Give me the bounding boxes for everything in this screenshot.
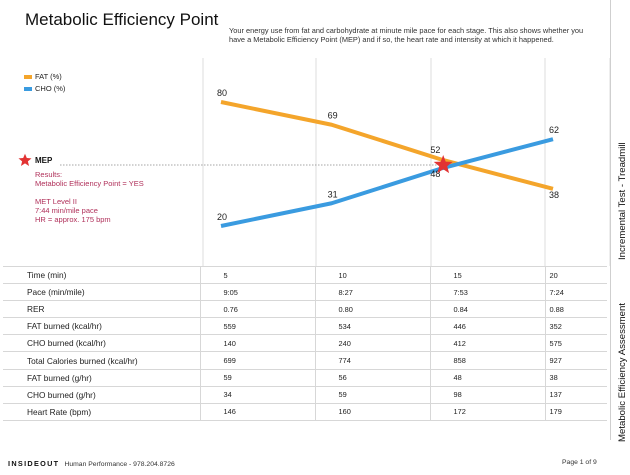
cho-series-line <box>221 139 553 226</box>
row-label: Pace (min/mile) <box>3 284 200 301</box>
table-row: Heart Rate (bpm) 146 160 172 179 <box>3 403 607 420</box>
row-label: Total Calories burned (kcal/hr) <box>3 352 200 369</box>
footer-brand-line: INSIDEOUT Human Performance - 978.204.872… <box>8 459 175 468</box>
table-cell: 59 <box>200 369 315 386</box>
table-row: Pace (min/mile) 9:05 8:27 7:53 7:24 <box>3 284 607 301</box>
table-cell: 179 <box>545 403 607 420</box>
table-cell: 0.88 <box>545 301 607 318</box>
table-cell: 0.84 <box>430 301 545 318</box>
table-cell: 7:53 <box>430 284 545 301</box>
table-row: Total Calories burned (kcal/hr) 699 774 858… <box>3 352 607 369</box>
mep-label: MEP <box>35 156 52 165</box>
table-row: FAT burned (g/hr) 59 56 48 38 <box>3 369 607 386</box>
table-cell: 534 <box>315 318 430 335</box>
table-cell: 559 <box>200 318 315 335</box>
side-label-assessment: Metabolic Efficiency Assessment <box>617 303 628 442</box>
table-cell: 172 <box>430 403 545 420</box>
results-met-level: MET Level II <box>35 197 144 206</box>
table-cell: 98 <box>430 386 545 403</box>
footer-contact: Human Performance - 978.204.8726 <box>64 461 174 468</box>
table-cell: 160 <box>315 403 430 420</box>
fat-data-label: 69 <box>328 111 338 121</box>
page-number: Page 1 of 9 <box>562 459 597 466</box>
table-cell: 0.76 <box>200 301 315 318</box>
row-label: CHO burned (kcal/hr) <box>3 335 200 352</box>
table-row: RER 0.76 0.80 0.84 0.88 <box>3 301 607 318</box>
results-mep-status: Metabolic Efficiency Point = YES <box>35 179 144 188</box>
fat-series-line <box>221 102 553 189</box>
table-row: FAT burned (kcal/hr) 559 534 446 352 <box>3 318 607 335</box>
side-divider <box>610 0 611 440</box>
table-cell: 699 <box>200 352 315 369</box>
table-cell: 48 <box>430 369 545 386</box>
table-cell: 9:05 <box>200 284 315 301</box>
table-cell: 7:24 <box>545 284 607 301</box>
table-cell: 858 <box>430 352 545 369</box>
table-cell: 240 <box>315 335 430 352</box>
fat-data-label: 38 <box>549 190 559 200</box>
table-cell: 34 <box>200 386 315 403</box>
table-cell: 0.80 <box>315 301 430 318</box>
mep-star-icon <box>18 153 32 167</box>
table-row: CHO burned (g/hr) 34 59 98 137 <box>3 386 607 403</box>
table-cell: 774 <box>315 352 430 369</box>
table-cell: 146 <box>200 403 315 420</box>
cho-data-label: 31 <box>328 189 338 199</box>
table-cell: 5 <box>200 267 315 284</box>
results-heading: Results: <box>35 170 144 179</box>
cho-data-label: 20 <box>217 212 227 222</box>
metrics-table: Time (min) 5 10 15 20 Pace (min/mile) 9:05 8:27… <box>3 266 607 421</box>
table-cell: 412 <box>430 335 545 352</box>
cho-data-label: 62 <box>549 125 559 135</box>
table-cell: 137 <box>545 386 607 403</box>
side-label-test-type: Incremental Test - Treadmill <box>617 142 628 260</box>
row-label: CHO burned (g/hr) <box>3 386 200 403</box>
fat-data-label: 80 <box>217 88 227 98</box>
table-cell: 8:27 <box>315 284 430 301</box>
table-cell: 575 <box>545 335 607 352</box>
results-spacer <box>35 189 144 197</box>
table-cell: 446 <box>430 318 545 335</box>
row-label: Time (min) <box>3 267 200 284</box>
row-label: FAT burned (kcal/hr) <box>3 318 200 335</box>
table-cell: 10 <box>315 267 430 284</box>
table-cell: 15 <box>430 267 545 284</box>
row-label: Heart Rate (bpm) <box>3 403 200 420</box>
table-row: CHO burned (kcal/hr) 140 240 412 575 <box>3 335 607 352</box>
table-cell: 38 <box>545 369 607 386</box>
row-label: FAT burned (g/hr) <box>3 369 200 386</box>
mep-results: Results: Metabolic Efficiency Point = YE… <box>35 170 144 224</box>
brand-logo: INSIDEOUT <box>8 459 59 468</box>
fat-data-label: 52 <box>430 145 440 155</box>
table-cell: 140 <box>200 335 315 352</box>
table-cell: 56 <box>315 369 430 386</box>
row-label: RER <box>3 301 200 318</box>
table-cell: 352 <box>545 318 607 335</box>
table-cell: 20 <box>545 267 607 284</box>
table-cell: 927 <box>545 352 607 369</box>
table-cell: 59 <box>315 386 430 403</box>
results-heart-rate: HR = approx. 175 bpm <box>35 215 144 224</box>
results-pace: 7:44 min/mile pace <box>35 206 144 215</box>
table-row: Time (min) 5 10 15 20 <box>3 267 607 284</box>
